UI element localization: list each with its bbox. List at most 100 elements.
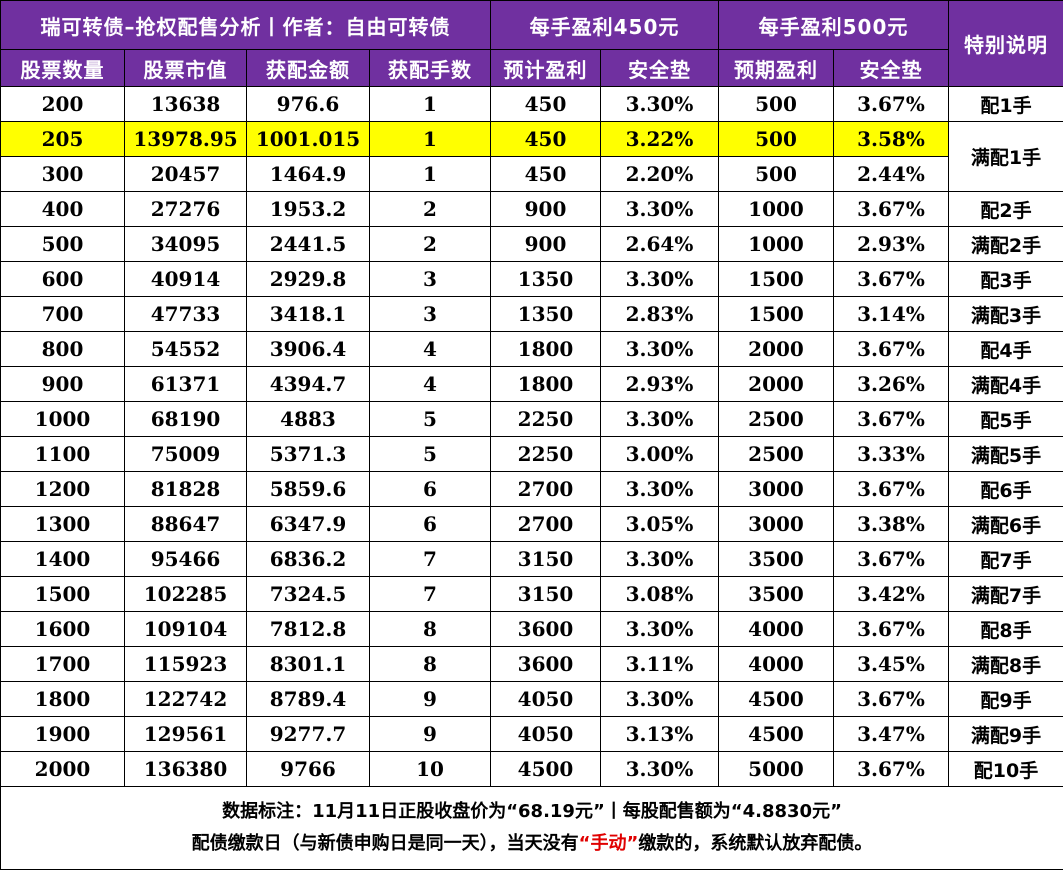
- col-header-profit-450: 预计盈利: [490, 49, 601, 87]
- profit-450-cell: 2700: [490, 471, 601, 507]
- profit-450-cell: 1800: [490, 331, 601, 367]
- profit-500-cell: 3000: [718, 506, 834, 542]
- table-row: 1000 68190 4883 5 2250 3.30% 2500 3.67% 配5手: [0, 401, 1063, 437]
- cushion-500-cell: 3.26%: [833, 366, 949, 402]
- market-value-cell: 122742: [124, 681, 247, 717]
- special-note-cell: 配1手: [948, 86, 1063, 122]
- shares-cell: 700: [0, 296, 125, 332]
- allot-amount-cell: 6347.9: [246, 506, 370, 542]
- header-row-2: 股票数量 股票市值 获配金额 获配手数 预计盈利 安全垫 预期盈利 安全垫: [0, 49, 1063, 87]
- profit-500-cell: 2000: [718, 366, 834, 402]
- market-value-cell: 102285: [124, 576, 247, 612]
- profit-450-cell: 3600: [490, 611, 601, 647]
- special-note-cell: 满配8手: [948, 646, 1063, 682]
- table-body: 200 13638 976.6 1 450 3.30% 500 3.67% 配1手 205 1397…: [0, 86, 1063, 787]
- profit-500-cell: 4000: [718, 646, 834, 682]
- col-header-lots: 获配手数: [369, 49, 491, 87]
- allot-amount-cell: 8301.1: [246, 646, 370, 682]
- lots-cell: 5: [369, 436, 491, 472]
- profit-450-cell: 450: [490, 86, 601, 122]
- profit-450-cell: 1350: [490, 261, 601, 297]
- allot-amount-cell: 1001.015: [246, 121, 370, 157]
- lots-cell: 1: [369, 121, 491, 157]
- profit-500-cell: 1000: [718, 191, 834, 227]
- special-note-cell: 满配3手: [948, 296, 1063, 332]
- table-row: 1200 81828 5859.6 6 2700 3.30% 3000 3.67% 配6手: [0, 471, 1063, 507]
- shares-cell: 900: [0, 366, 125, 402]
- shares-cell: 2000: [0, 751, 125, 787]
- col-header-shares: 股票数量: [0, 49, 125, 87]
- table-row: 1100 75009 5371.3 5 2250 3.00% 2500 3.33% 满配5手: [0, 436, 1063, 472]
- col-header-cushion-500: 安全垫: [833, 49, 949, 87]
- profit-450-cell: 4500: [490, 751, 601, 787]
- footer-line-1: 数据标注：11月11日正股收盘价为“68.19元”丨每股配售额为“4.8830元…: [222, 801, 842, 822]
- special-note-cell: 配8手: [948, 611, 1063, 647]
- shares-cell: 1600: [0, 611, 125, 647]
- market-value-cell: 13978.95: [124, 121, 247, 157]
- cushion-450-cell: 3.30%: [600, 331, 719, 367]
- special-note-cell: 配3手: [948, 261, 1063, 297]
- allot-amount-cell: 6836.2: [246, 541, 370, 577]
- lots-cell: 6: [369, 471, 491, 507]
- shares-cell: 1300: [0, 506, 125, 542]
- profit-450-cell: 1800: [490, 366, 601, 402]
- table-row: 1500 102285 7324.5 7 3150 3.08% 3500 3.42% 满配7手: [0, 576, 1063, 612]
- market-value-cell: 95466: [124, 541, 247, 577]
- cushion-450-cell: 3.30%: [600, 611, 719, 647]
- cushion-450-cell: 3.30%: [600, 681, 719, 717]
- shares-cell: 400: [0, 191, 125, 227]
- cushion-450-cell: 3.30%: [600, 86, 719, 122]
- cushion-500-cell: 3.67%: [833, 541, 949, 577]
- special-note-cell: 配2手: [948, 191, 1063, 227]
- market-value-cell: 13638: [124, 86, 247, 122]
- table-row: 1700 115923 8301.1 8 3600 3.11% 4000 3.45% 满配8手: [0, 646, 1063, 682]
- market-value-cell: 61371: [124, 366, 247, 402]
- cushion-500-cell: 3.42%: [833, 576, 949, 612]
- cushion-450-cell: 3.08%: [600, 576, 719, 612]
- table-row: 1800 122742 8789.4 9 4050 3.30% 4500 3.67% 配9手: [0, 681, 1063, 717]
- shares-cell: 205: [0, 121, 125, 157]
- lots-cell: 10: [369, 751, 491, 787]
- profit-450-cell: 450: [490, 156, 601, 192]
- cushion-450-cell: 3.05%: [600, 506, 719, 542]
- allot-amount-cell: 5371.3: [246, 436, 370, 472]
- market-value-cell: 40914: [124, 261, 247, 297]
- cushion-450-cell: 3.22%: [600, 121, 719, 157]
- cushion-500-cell: 2.93%: [833, 226, 949, 262]
- special-note-cell: 满配7手: [948, 576, 1063, 612]
- table-row: 800 54552 3906.4 4 1800 3.30% 2000 3.67% 配4手: [0, 331, 1063, 367]
- table-row: 1300 88647 6347.9 6 2700 3.05% 3000 3.38% 满配6手: [0, 506, 1063, 542]
- lots-cell: 3: [369, 296, 491, 332]
- profit-500-cell: 1000: [718, 226, 834, 262]
- lots-cell: 1: [369, 86, 491, 122]
- special-note-cell: 配10手: [948, 751, 1063, 787]
- market-value-cell: 81828: [124, 471, 247, 507]
- profit-500-cell: 1500: [718, 261, 834, 297]
- market-value-cell: 115923: [124, 646, 247, 682]
- col-header-market-value: 股票市值: [124, 49, 247, 87]
- cushion-500-cell: 3.45%: [833, 646, 949, 682]
- group-header-450: 每手盈利450元: [490, 0, 719, 50]
- allot-amount-cell: 976.6: [246, 86, 370, 122]
- profit-450-cell: 4050: [490, 716, 601, 752]
- cushion-450-cell: 2.93%: [600, 366, 719, 402]
- cushion-500-cell: 3.47%: [833, 716, 949, 752]
- cushion-450-cell: 2.64%: [600, 226, 719, 262]
- profit-450-cell: 1350: [490, 296, 601, 332]
- cushion-450-cell: 3.30%: [600, 541, 719, 577]
- market-value-cell: 75009: [124, 436, 247, 472]
- profit-500-cell: 2500: [718, 401, 834, 437]
- profit-500-cell: 3500: [718, 541, 834, 577]
- cushion-500-cell: 2.44%: [833, 156, 949, 192]
- cushion-450-cell: 2.83%: [600, 296, 719, 332]
- special-note-cell: 满配4手: [948, 366, 1063, 402]
- cushion-500-cell: 3.14%: [833, 296, 949, 332]
- market-value-cell: 129561: [124, 716, 247, 752]
- profit-450-cell: 3600: [490, 646, 601, 682]
- shares-cell: 1800: [0, 681, 125, 717]
- special-note-cell: 配7手: [948, 541, 1063, 577]
- cushion-500-cell: 3.67%: [833, 611, 949, 647]
- lots-cell: 7: [369, 576, 491, 612]
- profit-450-cell: 2250: [490, 436, 601, 472]
